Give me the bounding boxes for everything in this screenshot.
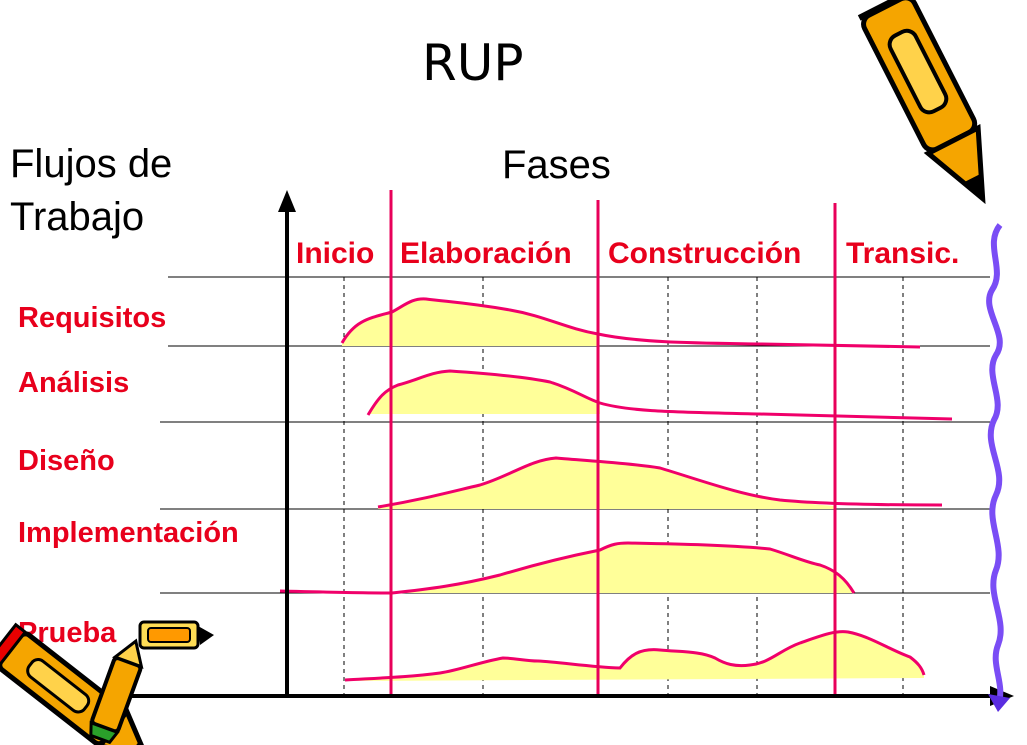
effort-curve-prueba (344, 630, 926, 682)
page-title: RUP (422, 34, 524, 92)
wavy-line-tip-icon (988, 694, 1010, 712)
effort-curves (279, 297, 953, 682)
effort-area-requisitos (342, 298, 598, 346)
pencil-icon (138, 620, 214, 650)
workflows-heading-line1: Flujos de (10, 142, 172, 186)
workflow-label-implementacion: Implementación (18, 517, 239, 549)
effort-area-analisis (368, 371, 600, 415)
effort-curve-requisitos (340, 297, 921, 349)
row-separators (160, 276, 990, 594)
workflow-label-analisis: Análisis (18, 367, 129, 399)
workflow-label-diseno: Diseño (18, 445, 115, 477)
effort-curve-analisis (366, 369, 953, 421)
phases-heading: Fases (502, 143, 611, 187)
pencil-icon (89, 638, 144, 745)
effort-area-prueba (345, 631, 924, 681)
phase-label-elaboracion: Elaboración (400, 237, 572, 270)
wavy-border-line (986, 223, 1004, 706)
pencil-icon (857, 0, 986, 205)
workflow-label-requisitos: Requisitos (18, 302, 166, 334)
phase-boundaries (389, 190, 837, 697)
y-axis-arrow-icon (278, 190, 296, 212)
effort-area-diseno (378, 458, 836, 509)
workflows-heading-line2: Trabajo (10, 195, 144, 239)
effort-curve-diseno (377, 456, 943, 509)
phase-label-inicio: Inicio (296, 237, 374, 270)
effort-area-implementacion (392, 543, 854, 593)
phase-label-transicion: Transic. (846, 237, 959, 270)
phase-label-construccion: Construcción (608, 237, 801, 270)
